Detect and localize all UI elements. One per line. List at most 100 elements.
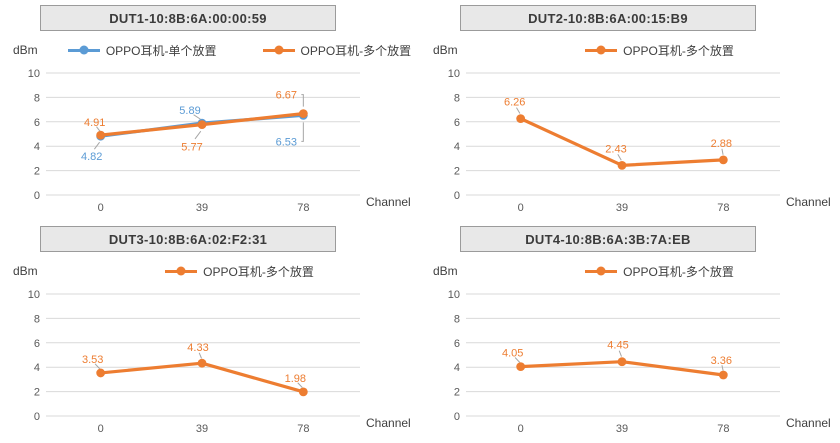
legend: OPPO耳机-单个放置 OPPO耳机-多个放置 <box>59 42 420 59</box>
label-leader-line <box>194 130 202 140</box>
label-leader-line <box>96 126 101 132</box>
data-point <box>197 120 207 130</box>
chart-title: DUT4-10:8B:6A:3B:7A:EB <box>460 226 756 252</box>
x-axis-title: Channel <box>786 416 831 430</box>
chart-title: DUT3-10:8B:6A:02:F2:31 <box>40 226 336 252</box>
label-leader-line <box>198 352 202 359</box>
data-label: 5.89 <box>179 105 200 117</box>
x-tick-label: 0 <box>98 423 104 435</box>
label-leader-line <box>721 365 724 371</box>
y-tick-label: 0 <box>34 190 40 202</box>
data-label: 2.43 <box>605 143 626 155</box>
series-line <box>519 117 725 167</box>
legend-marker-icon <box>165 266 198 276</box>
y-tick-label: 2 <box>454 387 460 399</box>
label-leader-line <box>516 107 521 114</box>
x-tick-label: 0 <box>518 423 524 435</box>
label-leader-line <box>193 114 201 120</box>
y-tick-label: 8 <box>34 313 40 325</box>
legend-marker-icon <box>585 45 618 55</box>
line-chart: 0 2 4 6 8 10 0 39 78 Channel 6.26 2.43 2.88 <box>448 68 831 214</box>
y-tick-label: 0 <box>454 190 460 202</box>
legend-label: OPPO耳机-多个放置 <box>203 264 314 279</box>
legend-row: dBm OPPO耳机-多个放置 <box>420 37 840 63</box>
data-label: 4.05 <box>502 348 523 360</box>
line-chart: 0 2 4 6 8 10 0 39 78 Channel 4.05 4.45 3.36 <box>448 289 831 435</box>
data-point <box>197 358 207 368</box>
y-tick-label: 4 <box>34 362 40 374</box>
y-tick-label: 4 <box>34 141 40 153</box>
y-axis-unit-label: dBm <box>13 43 38 57</box>
chart-title: DUT2-10:8B:6A:00:15:B9 <box>460 5 756 31</box>
chart-panel-dut2: DUT2-10:8B:6A:00:15:B9 dBm OPPO耳机-多个放置 0… <box>420 0 840 221</box>
data-point <box>718 370 728 380</box>
x-axis-title: Channel <box>366 416 411 430</box>
y-axis-unit-label: dBm <box>433 43 458 57</box>
data-label: 2.88 <box>711 138 732 150</box>
legend-item: OPPO耳机-多个放置 <box>165 263 314 280</box>
legend-marker-icon <box>262 45 295 55</box>
line-chart: 0 2 4 6 8 10 0 39 78 Channel 4.82 5.89 6.53 4.91 5.77 6… <box>28 68 411 214</box>
data-point <box>718 155 728 165</box>
y-tick-label: 2 <box>34 387 40 399</box>
data-label: 4.45 <box>607 340 628 352</box>
x-tick-label: 39 <box>196 423 208 435</box>
x-tick-label: 0 <box>98 202 104 214</box>
data-point <box>96 130 106 140</box>
legend-item: OPPO耳机-单个放置 <box>67 42 217 59</box>
label-leader-line <box>721 148 724 155</box>
data-label: 3.53 <box>82 354 103 366</box>
label-leader-line <box>297 382 303 388</box>
legend-item: OPPO耳机-多个放置 <box>585 263 734 280</box>
y-axis-unit-label: dBm <box>433 264 458 278</box>
y-tick-label: 2 <box>34 166 40 178</box>
x-tick-label: 0 <box>518 202 524 214</box>
y-tick-label: 10 <box>448 289 460 301</box>
x-tick-label: 39 <box>616 202 628 214</box>
y-tick-label: 10 <box>448 68 460 80</box>
data-point <box>617 357 627 367</box>
label-leader-line <box>618 350 622 357</box>
label-leader-line <box>94 363 101 370</box>
chart-title: DUT1-10:8B:6A:00:00:59 <box>40 5 336 31</box>
legend-item: OPPO耳机-多个放置 <box>262 42 412 59</box>
data-point <box>516 114 526 124</box>
legend-item: OPPO耳机-多个放置 <box>585 42 734 59</box>
chart-panel-dut4: DUT4-10:8B:6A:3B:7A:EB dBm OPPO耳机-多个放置 0… <box>420 221 840 443</box>
label-leader-line <box>93 141 100 150</box>
data-point <box>298 109 308 119</box>
label-leader-line <box>514 357 521 363</box>
y-tick-label: 6 <box>34 117 40 129</box>
x-tick-label: 78 <box>297 423 309 435</box>
legend: OPPO耳机-多个放置 <box>479 42 840 59</box>
chart-panel-dut1: DUT1-10:8B:6A:00:00:59 dBm OPPO耳机-单个放置 OP… <box>0 0 420 221</box>
data-point <box>298 387 308 397</box>
legend-row: dBm OPPO耳机-多个放置 <box>420 258 840 284</box>
y-tick-label: 8 <box>454 313 460 325</box>
legend-label: OPPO耳机-多个放置 <box>300 43 412 58</box>
x-tick-label: 78 <box>297 202 309 214</box>
label-leader-line <box>617 154 622 161</box>
line-chart: 0 2 4 6 8 10 0 39 78 Channel 3.53 4.33 1.98 <box>28 289 411 435</box>
legend-row: dBm OPPO耳机-多个放置 <box>0 258 420 284</box>
x-axis-title: Channel <box>786 195 831 209</box>
legend-row: dBm OPPO耳机-单个放置 OPPO耳机-多个放置 <box>0 37 420 63</box>
y-tick-label: 6 <box>34 338 40 350</box>
x-tick-label: 39 <box>196 202 208 214</box>
data-label: 1.98 <box>285 373 306 385</box>
y-tick-label: 8 <box>34 92 40 104</box>
legend: OPPO耳机-多个放置 <box>59 263 420 280</box>
label-leader-line <box>301 122 304 142</box>
data-label: 4.91 <box>84 117 105 129</box>
y-tick-label: 0 <box>454 411 460 423</box>
y-tick-label: 4 <box>454 362 460 374</box>
y-tick-label: 4 <box>454 141 460 153</box>
legend-label: OPPO耳机-多个放置 <box>623 264 734 279</box>
legend-label: OPPO耳机-多个放置 <box>623 43 734 58</box>
data-point <box>617 160 627 170</box>
data-label: 5.77 <box>181 142 202 154</box>
label-leader-line <box>301 94 304 107</box>
data-label: 3.36 <box>711 355 732 367</box>
y-tick-label: 6 <box>454 117 460 129</box>
